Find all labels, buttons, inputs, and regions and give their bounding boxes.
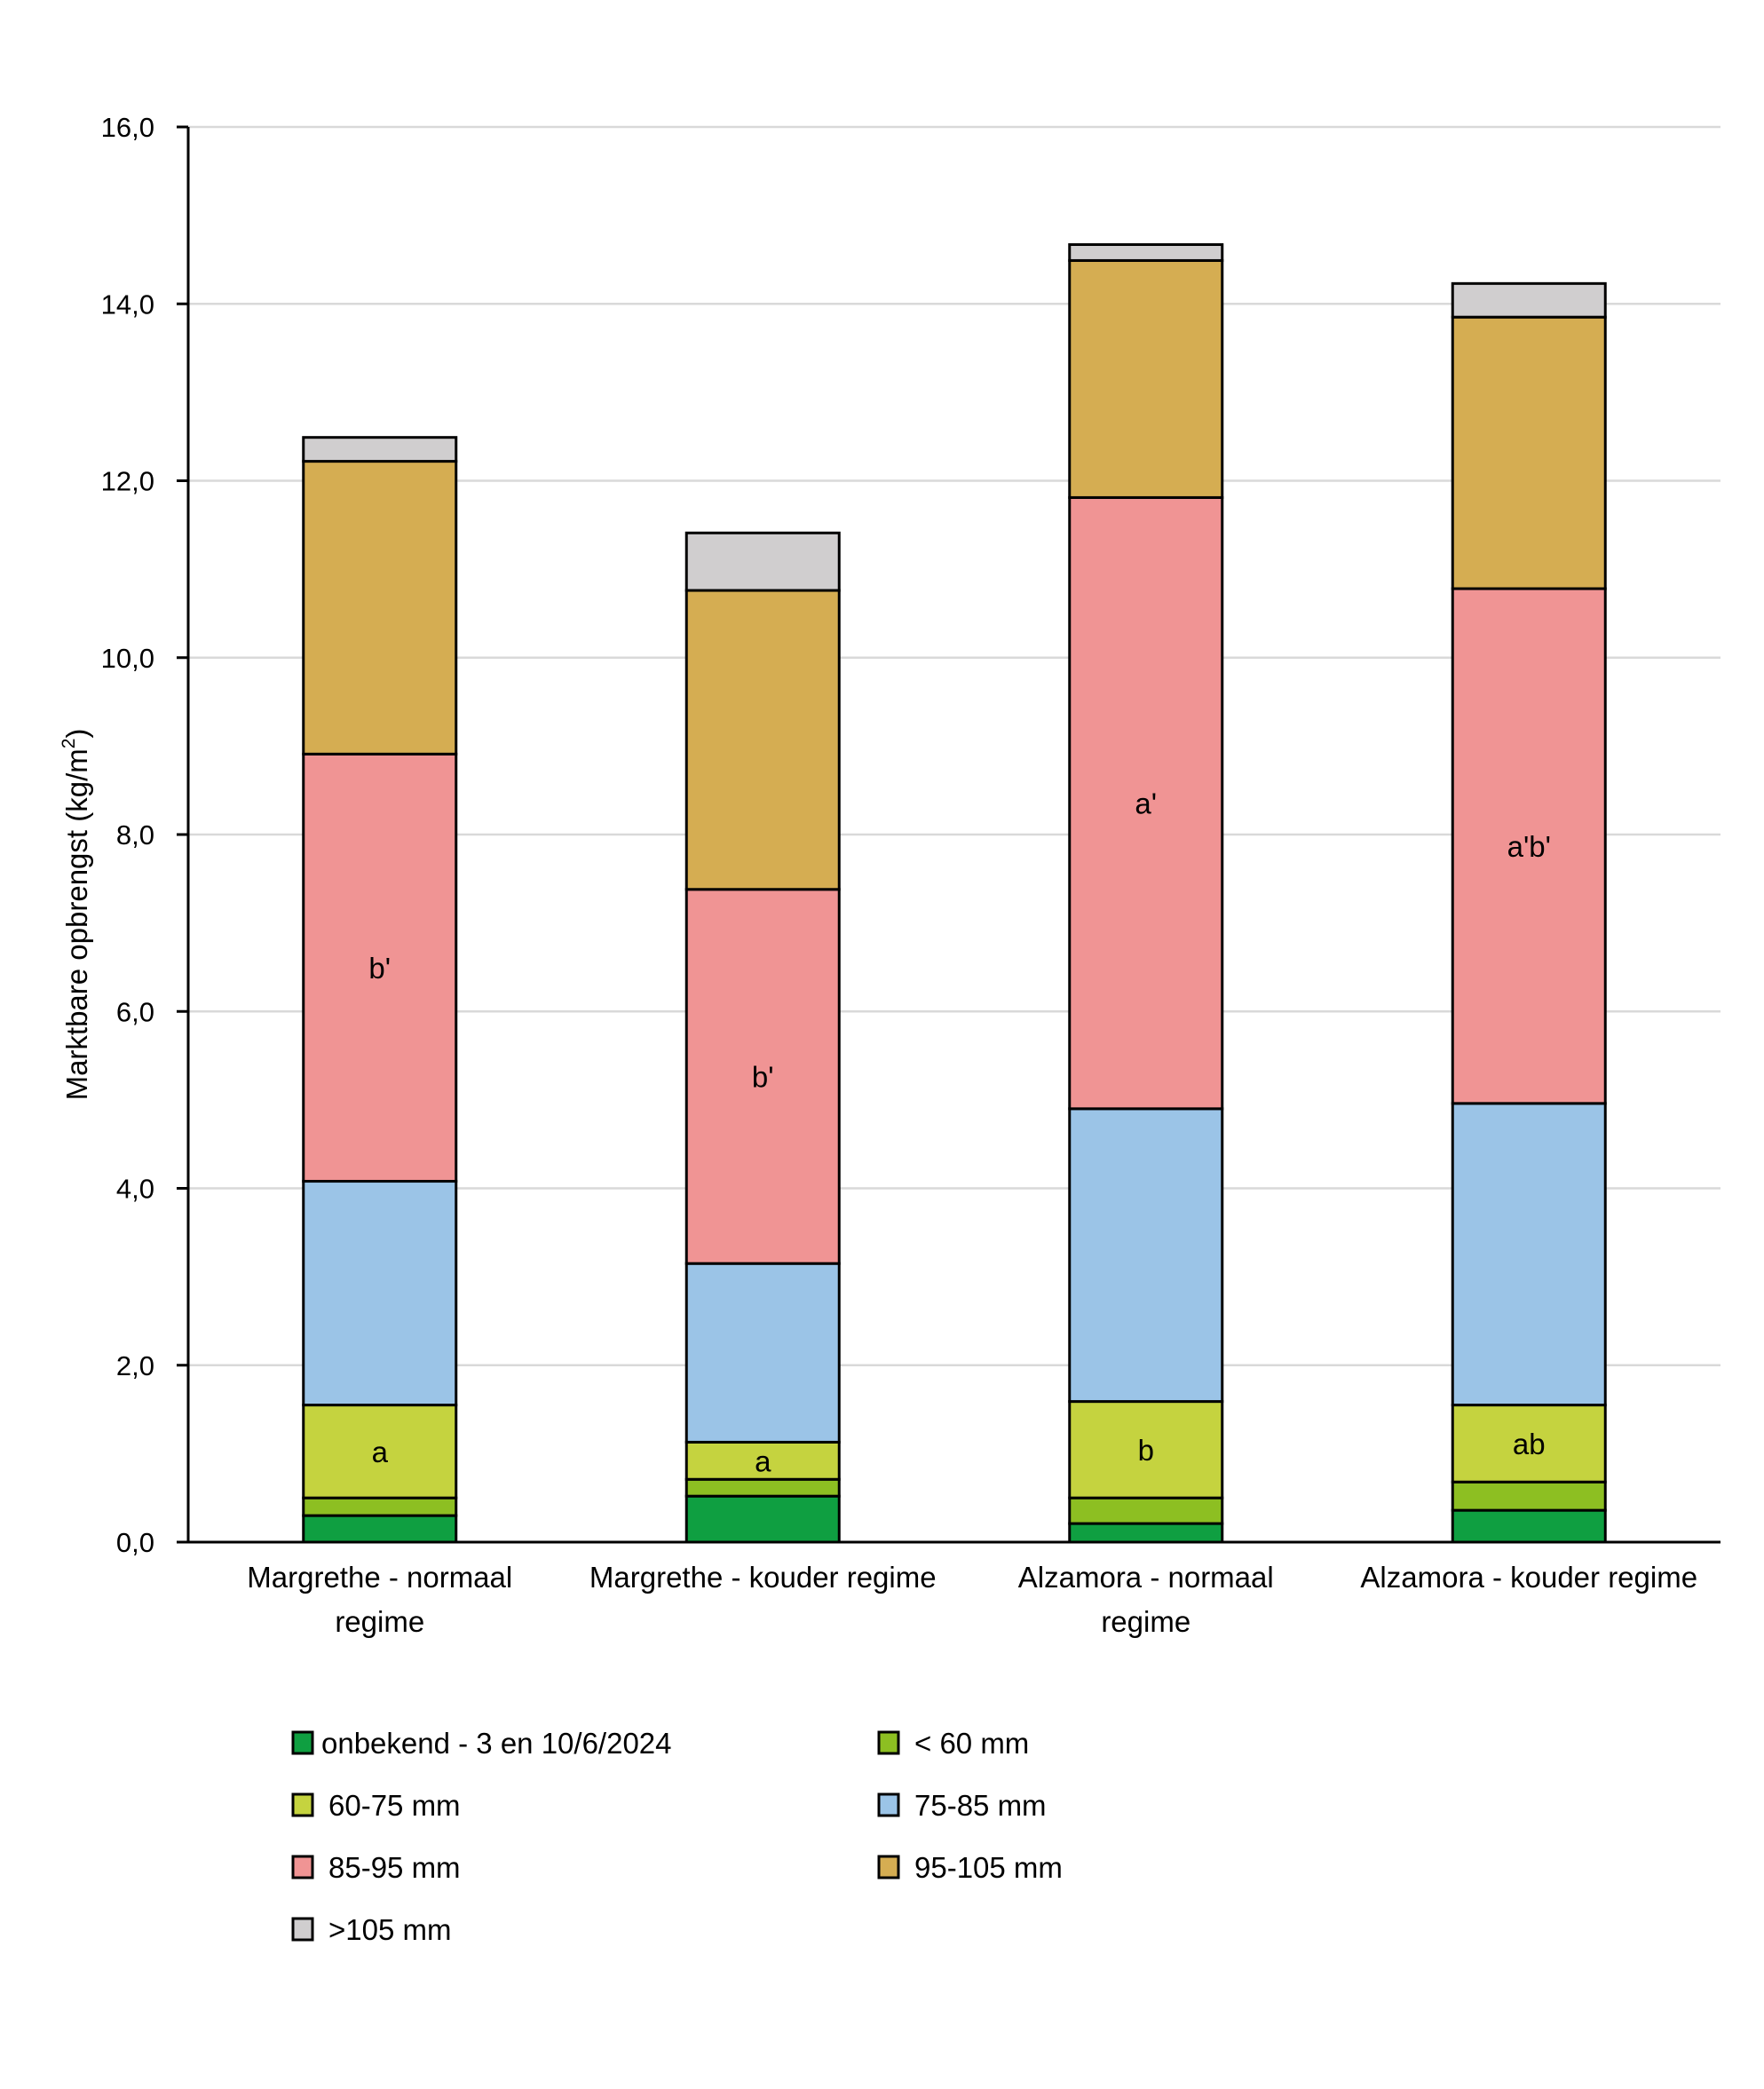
legend-swatch — [877, 1730, 900, 1755]
bar-segment — [302, 1180, 458, 1407]
legend-item: 75-85 mm — [877, 1789, 1047, 1822]
bar-segment — [1451, 281, 1607, 319]
legend-label: 95-105 mm — [914, 1851, 1063, 1884]
bar-segment — [684, 589, 841, 891]
legend-label: < 60 mm — [914, 1727, 1029, 1760]
annotation-label: b — [1138, 1434, 1154, 1467]
y-tick-label: 14,0 — [101, 289, 154, 320]
y-axis-title-main: Marktbare opbrengst (kg/m — [60, 748, 93, 1100]
bar-segment — [1451, 315, 1607, 590]
legend-swatch — [291, 1730, 314, 1755]
y-tick-label: 16,0 — [101, 112, 154, 143]
x-category-label: Margrethe - kouder regime — [589, 1561, 937, 1594]
significance-annotations: a a b abb'b'a'a'b' — [368, 787, 1550, 1478]
y-axis-ticks: 0,0 2,0 4,0 6,0 8,0 10,0 12,0 14,0 16,0 — [101, 112, 188, 1558]
bar-segment — [1068, 243, 1224, 262]
y-axis-title: Marktbare opbrengst (kg/m2) — [59, 729, 93, 1101]
x-category-label: Alzamora - kouder regime — [1360, 1561, 1697, 1594]
annotation-label: b' — [752, 1060, 774, 1093]
y-axis-title-superscript: 2 — [59, 739, 79, 749]
bar-segment — [684, 888, 841, 1265]
legend-label: 75-85 mm — [914, 1789, 1047, 1822]
y-tick-label: 6,0 — [116, 996, 154, 1027]
bar-segment — [1451, 1508, 1607, 1544]
legend-swatch — [291, 1792, 314, 1817]
legend-item: onbekend - 3 en 10/6/2024 — [291, 1727, 672, 1760]
y-tick-label: 2,0 — [116, 1350, 154, 1381]
bar-segment — [302, 1496, 458, 1517]
bar-segment — [1068, 1522, 1224, 1544]
legend-label: >105 mm — [328, 1913, 451, 1946]
y-tick-label: 4,0 — [116, 1174, 154, 1205]
y-tick-label: 8,0 — [116, 819, 154, 851]
bar-segment — [302, 752, 458, 1183]
x-axis-labels: Margrethe - normaal regime Margrethe - kou… — [247, 1561, 1697, 1638]
bar-segment — [684, 531, 841, 592]
bar-segment — [302, 436, 458, 463]
annotation-label: ab — [1513, 1428, 1546, 1460]
annotation-label: a — [755, 1444, 771, 1477]
bar-segment — [1451, 1102, 1607, 1407]
x-category-label: regime — [335, 1605, 424, 1638]
legend-swatch — [877, 1792, 900, 1817]
bar-segment — [302, 1514, 458, 1544]
bar-segment — [1068, 1400, 1224, 1499]
legend-item: < 60 mm — [877, 1727, 1029, 1760]
legend-swatch — [291, 1855, 314, 1879]
bar-segment — [1068, 1496, 1224, 1525]
bars — [302, 243, 1607, 1544]
bar-segment — [684, 1440, 841, 1481]
legend-item: 60-75 mm — [291, 1789, 461, 1822]
bar-segment — [302, 1404, 458, 1499]
bar-segment — [302, 460, 458, 756]
x-category-label: Alzamora - normaal — [1018, 1561, 1274, 1594]
legend-swatch — [291, 1917, 314, 1942]
legend-label: 85-95 mm — [328, 1851, 461, 1884]
bar-segment — [1451, 587, 1607, 1105]
legend-item: 95-105 mm — [877, 1851, 1063, 1884]
annotation-label: a'b' — [1507, 830, 1551, 863]
y-tick-label: 10,0 — [101, 643, 154, 674]
legend-label: 60-75 mm — [328, 1789, 461, 1822]
legend-item: 85-95 mm — [291, 1851, 461, 1884]
x-category-label: regime — [1101, 1605, 1191, 1638]
bar-segment — [1451, 1480, 1607, 1512]
bar-segment — [684, 1494, 841, 1544]
legend: onbekend - 3 en 10/6/2024 < 60 mm 60-75 mm… — [291, 1727, 1063, 1946]
bar-segment — [1068, 258, 1224, 499]
annotation-label: b' — [368, 952, 391, 985]
y-axis-title-end: ) — [60, 729, 93, 739]
annotation-label: a — [372, 1436, 389, 1468]
y-tick-label: 0,0 — [116, 1527, 154, 1558]
legend-label: onbekend - 3 en 10/6/2024 — [321, 1727, 672, 1760]
annotation-label: a' — [1135, 787, 1157, 820]
y-tick-label: 12,0 — [101, 466, 154, 497]
bar-segment — [684, 1477, 841, 1498]
bar-segment — [1068, 1107, 1224, 1404]
legend-swatch — [877, 1855, 900, 1879]
legend-item: >105 mm — [291, 1913, 451, 1946]
bar-segment — [684, 1262, 841, 1444]
x-category-label: Margrethe - normaal — [247, 1561, 512, 1594]
